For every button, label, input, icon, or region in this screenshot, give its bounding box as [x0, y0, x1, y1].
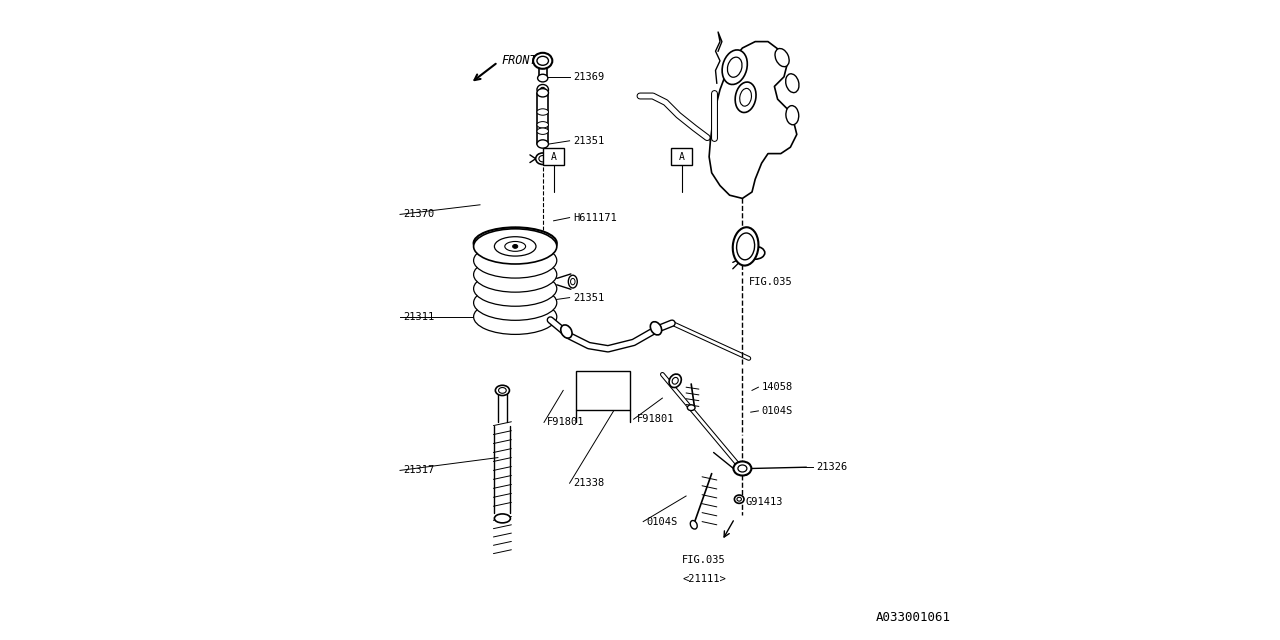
Ellipse shape — [745, 246, 765, 259]
Ellipse shape — [739, 465, 748, 472]
Ellipse shape — [687, 405, 695, 411]
Ellipse shape — [727, 57, 742, 77]
Text: 21317: 21317 — [403, 465, 434, 476]
Ellipse shape — [495, 385, 509, 396]
Ellipse shape — [538, 84, 549, 95]
Text: F91801: F91801 — [548, 417, 585, 428]
Ellipse shape — [669, 374, 681, 388]
Text: 0104S: 0104S — [646, 516, 677, 527]
Ellipse shape — [786, 106, 799, 125]
Bar — [543, 148, 564, 165]
Ellipse shape — [513, 244, 517, 248]
Ellipse shape — [474, 257, 557, 292]
Ellipse shape — [499, 387, 506, 393]
Bar — [576, 371, 630, 410]
Ellipse shape — [733, 461, 751, 476]
Text: <21111>: <21111> — [682, 574, 726, 584]
Ellipse shape — [538, 109, 549, 115]
Ellipse shape — [474, 299, 557, 334]
Ellipse shape — [568, 275, 577, 288]
Text: A: A — [678, 152, 685, 162]
Text: 21338: 21338 — [573, 478, 604, 488]
Ellipse shape — [494, 514, 511, 523]
Ellipse shape — [774, 49, 790, 67]
Text: 21351: 21351 — [573, 136, 604, 146]
Ellipse shape — [732, 227, 759, 266]
Ellipse shape — [534, 52, 553, 68]
Ellipse shape — [538, 88, 549, 97]
Ellipse shape — [474, 227, 557, 259]
Ellipse shape — [538, 128, 549, 134]
Ellipse shape — [722, 50, 748, 84]
Ellipse shape — [474, 285, 557, 320]
Text: 21351: 21351 — [573, 292, 604, 303]
Ellipse shape — [536, 153, 550, 164]
Text: 21370: 21370 — [403, 209, 434, 220]
Ellipse shape — [494, 237, 536, 256]
Ellipse shape — [786, 74, 799, 93]
Text: H611171: H611171 — [573, 212, 617, 223]
Ellipse shape — [538, 122, 549, 128]
Text: 0104S: 0104S — [762, 406, 792, 416]
Ellipse shape — [484, 232, 547, 255]
Ellipse shape — [561, 325, 572, 338]
Ellipse shape — [571, 278, 575, 285]
Ellipse shape — [499, 237, 532, 250]
Ellipse shape — [540, 87, 545, 92]
Ellipse shape — [735, 82, 756, 113]
Ellipse shape — [474, 243, 557, 278]
Ellipse shape — [735, 495, 744, 503]
Text: FIG.035: FIG.035 — [749, 276, 792, 287]
Ellipse shape — [672, 378, 678, 384]
Text: F91801: F91801 — [637, 414, 675, 424]
Ellipse shape — [538, 74, 548, 82]
Ellipse shape — [538, 140, 549, 148]
Text: 21311: 21311 — [403, 312, 434, 322]
Text: 21326: 21326 — [817, 462, 847, 472]
Text: 21369: 21369 — [573, 72, 604, 82]
Text: G91413: G91413 — [745, 497, 783, 508]
Text: A: A — [550, 152, 557, 162]
Ellipse shape — [538, 56, 549, 65]
Ellipse shape — [650, 322, 662, 335]
Ellipse shape — [736, 233, 755, 260]
Ellipse shape — [474, 228, 557, 264]
Ellipse shape — [740, 88, 751, 106]
Ellipse shape — [474, 271, 557, 307]
Text: 14058: 14058 — [762, 382, 792, 392]
Ellipse shape — [690, 520, 698, 529]
Text: FIG.035: FIG.035 — [682, 555, 726, 565]
Ellipse shape — [539, 156, 547, 162]
Ellipse shape — [504, 241, 526, 252]
Bar — [671, 148, 692, 165]
Text: FRONT: FRONT — [502, 54, 536, 67]
Ellipse shape — [737, 497, 741, 501]
Text: A033001061: A033001061 — [876, 611, 950, 624]
